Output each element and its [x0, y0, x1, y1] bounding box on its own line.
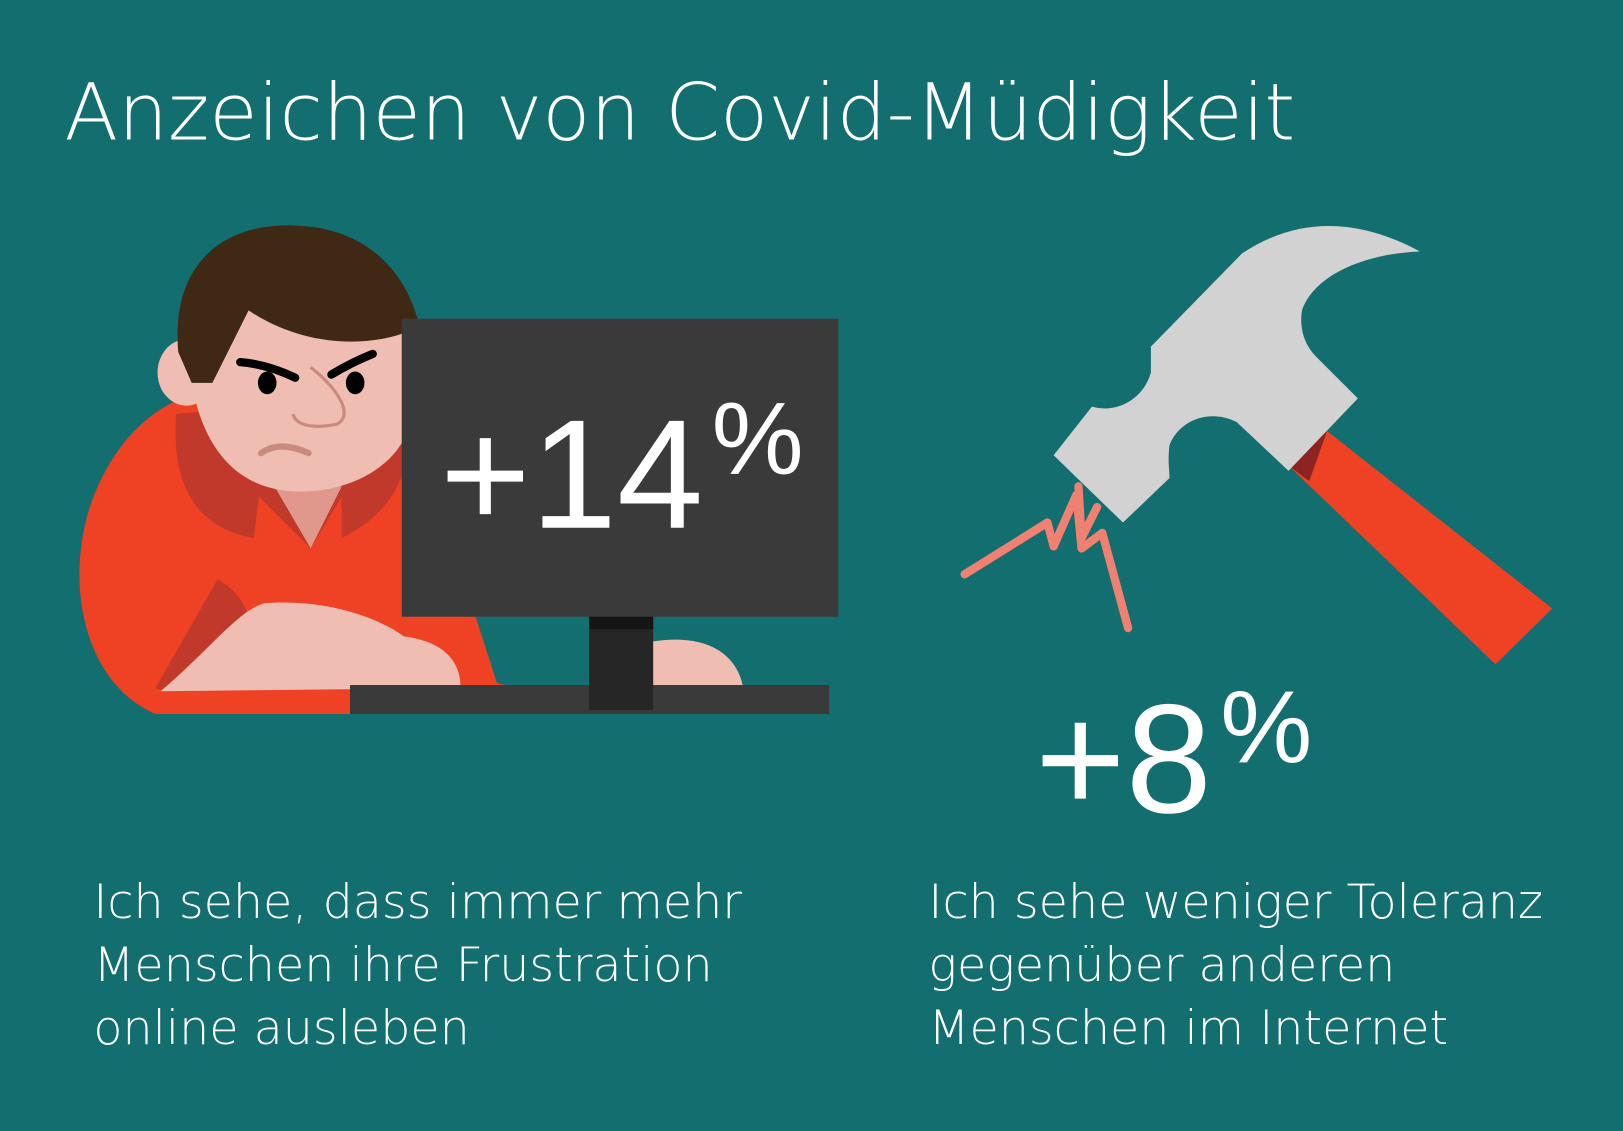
page-title: Anzeichen von Covid-Müdigkeit [64, 67, 1295, 159]
svg-text:gegenüber anderen: gegenüber anderen [928, 938, 1395, 993]
stat-unit-1: % [712, 380, 804, 496]
svg-text:Menschen ihre Frustration: Menschen ihre Frustration [93, 938, 712, 993]
stat-description-1: Ich sehe, dass immer mehr Menschen ihre … [93, 875, 742, 1056]
svg-text:Menschen im Internet: Menschen im Internet [928, 1001, 1448, 1056]
hammer-cracking-icon [960, 226, 1553, 665]
stat-value-1: +14 [440, 387, 703, 561]
svg-text:Ich sehe weniger Toleranz: Ich sehe weniger Toleranz [928, 875, 1543, 930]
stat-description-2: Ich sehe weniger Toleranz gegenüber ande… [928, 875, 1543, 1056]
svg-text:online ausleben: online ausleben [93, 1001, 469, 1056]
svg-text:Ich sehe, dass immer mehr: Ich sehe, dass immer mehr [93, 875, 742, 930]
angry-person-at-computer-icon [79, 225, 839, 714]
stat-unit-2: % [1220, 669, 1312, 785]
stat-value-2: +8 [1035, 671, 1212, 845]
